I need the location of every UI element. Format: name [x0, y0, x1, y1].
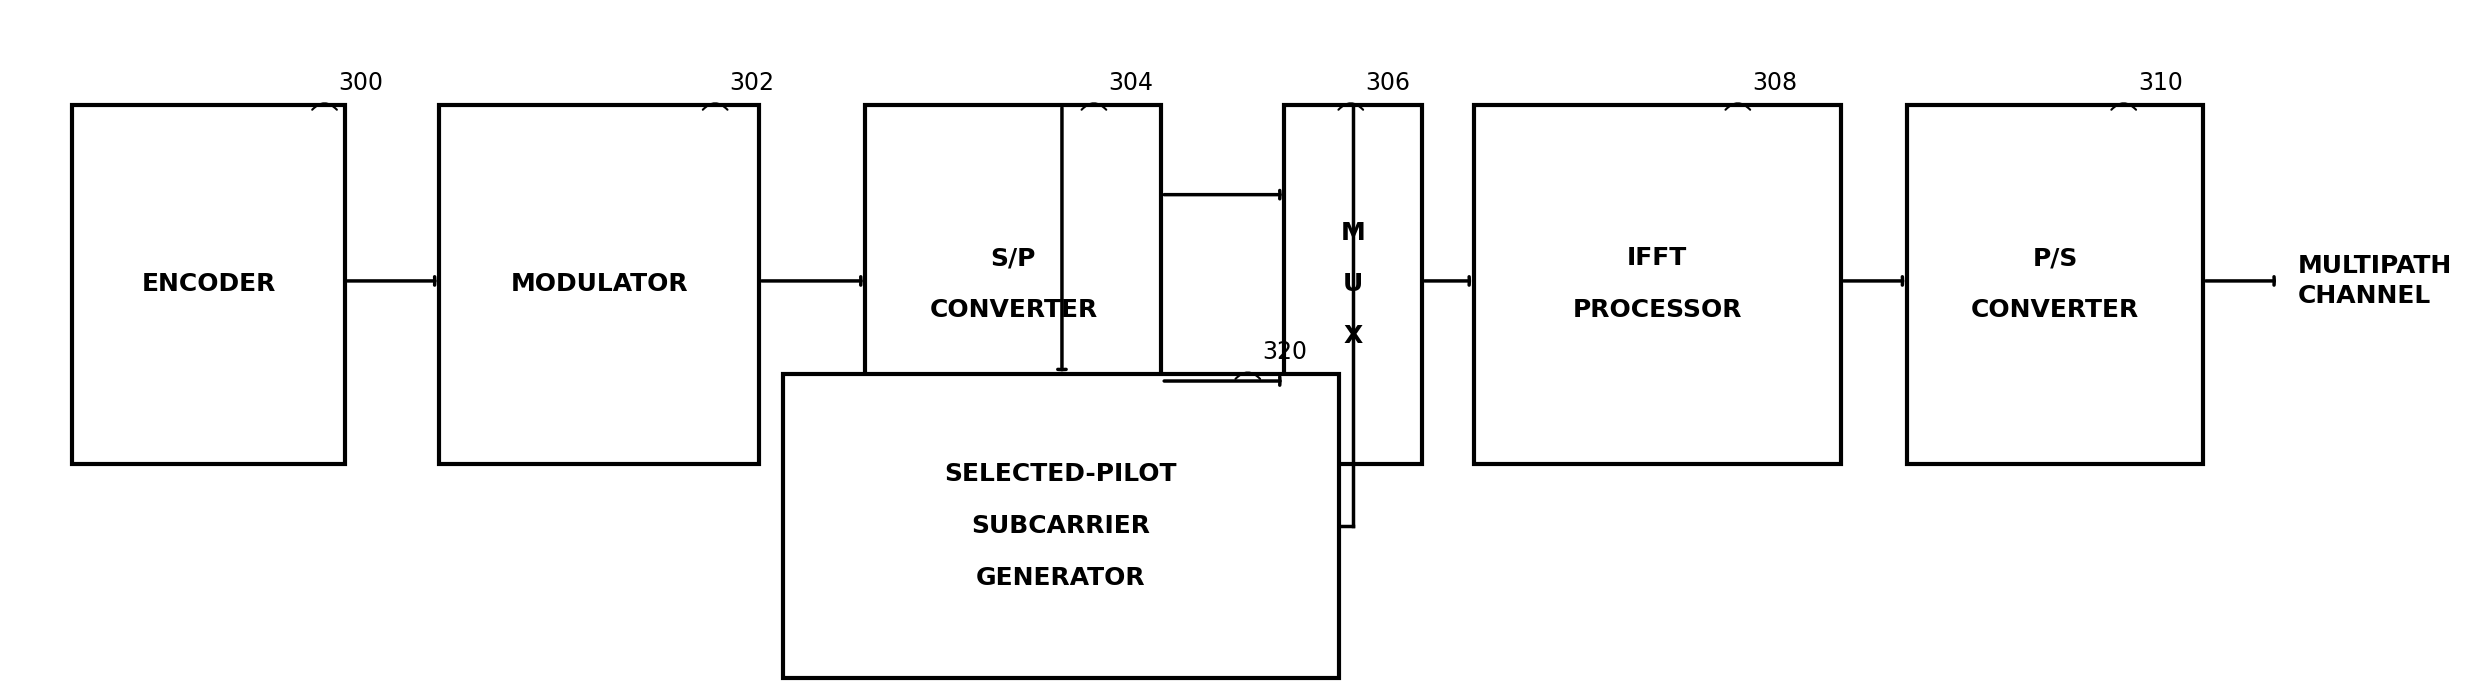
- Bar: [72, 105, 345, 464]
- Text: IFFT: IFFT: [1628, 247, 1687, 270]
- Text: 308: 308: [1752, 71, 1796, 94]
- Text: U: U: [1342, 272, 1364, 297]
- Text: CONVERTER: CONVERTER: [930, 298, 1098, 322]
- Text: M: M: [1340, 220, 1367, 245]
- Bar: [866, 105, 1162, 464]
- Text: MODULATOR: MODULATOR: [511, 272, 688, 297]
- Text: SUBCARRIER: SUBCARRIER: [972, 514, 1150, 538]
- Text: MULTIPATH
CHANNEL: MULTIPATH CHANNEL: [2297, 254, 2452, 308]
- Text: 302: 302: [730, 71, 775, 94]
- Text: ENCODER: ENCODER: [141, 272, 276, 297]
- Text: 304: 304: [1108, 71, 1152, 94]
- Text: 310: 310: [2139, 71, 2183, 94]
- Text: SELECTED-PILOT: SELECTED-PILOT: [945, 462, 1177, 486]
- Bar: [439, 105, 760, 464]
- Text: 306: 306: [1364, 71, 1411, 94]
- Text: PROCESSOR: PROCESSOR: [1571, 298, 1742, 322]
- Bar: [1473, 105, 1840, 464]
- Bar: [1285, 105, 1421, 464]
- Text: 320: 320: [1263, 340, 1308, 364]
- Text: S/P: S/P: [992, 247, 1036, 270]
- Bar: [1907, 105, 2203, 464]
- Text: 300: 300: [338, 71, 385, 94]
- Text: X: X: [1345, 324, 1362, 348]
- Bar: [782, 374, 1340, 678]
- Text: CONVERTER: CONVERTER: [1971, 298, 2139, 322]
- Text: GENERATOR: GENERATOR: [977, 565, 1145, 590]
- Text: P/S: P/S: [2033, 247, 2077, 270]
